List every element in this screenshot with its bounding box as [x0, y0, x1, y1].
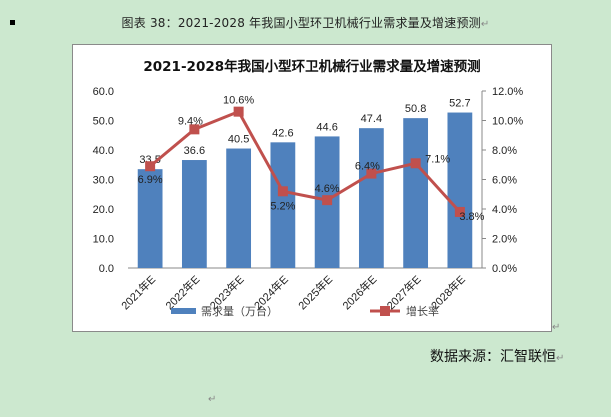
figure-caption: 图表 38：2021-2028 年我国小型环卫机械行业需求量及增速预测↵: [0, 14, 611, 31]
left-tick-label: 20.0: [93, 204, 114, 216]
line-marker[interactable]: [454, 206, 465, 217]
growth-line: [149, 109, 461, 213]
bar-value-label: 40.5: [228, 134, 249, 146]
source-text: 数据来源：汇智联恒: [430, 349, 556, 365]
line-marker[interactable]: [410, 158, 421, 169]
line-value-label: 10.6%: [223, 95, 254, 107]
line-value-label: 6.9%: [138, 174, 163, 186]
bar-value-label: 50.8: [405, 103, 426, 115]
line-marker[interactable]: [277, 186, 288, 197]
chart-plot: 0.0 10.0 20.0 30.0 40.0 50.0 60.0 0.0% 2.0% 4.0% 6…: [93, 86, 524, 318]
legend-bar-label: 需求量（万台）: [201, 304, 278, 318]
right-tick-label: 8.0%: [492, 145, 517, 157]
bar-value-label: 36.6: [184, 145, 205, 157]
bar-value-label: 52.7: [449, 98, 470, 110]
paragraph-mark: ↵: [556, 353, 565, 364]
bar-value-label: 47.4: [361, 113, 382, 125]
line-value-label: 4.6%: [315, 183, 340, 195]
right-tick-label: 2.0%: [492, 234, 517, 246]
left-tick-label: 30.0: [93, 175, 114, 187]
legend-line-label: 增长率: [406, 304, 439, 318]
line-marker[interactable]: [322, 195, 333, 206]
bar[interactable]: [403, 118, 429, 268]
bar[interactable]: [447, 112, 473, 268]
line-marker[interactable]: [366, 168, 377, 179]
caption-text: 图表 38：2021-2028 年我国小型环卫机械行业需求量及增速预测: [121, 16, 481, 30]
line-value-label: 6.4%: [355, 161, 380, 173]
x-tick-label: 2026年E: [339, 272, 379, 312]
line-marker[interactable]: [233, 106, 244, 117]
line-marker[interactable]: [145, 161, 156, 172]
x-tick-label: 2022年E: [162, 272, 202, 312]
left-tick-label: 0.0: [99, 263, 114, 275]
left-tick-label: 50.0: [93, 116, 114, 128]
bar[interactable]: [270, 142, 296, 268]
x-tick-label: 2021年E: [118, 272, 158, 312]
right-tick-label: 10.0%: [492, 116, 523, 128]
right-tick-label: 4.0%: [492, 204, 517, 216]
paragraph-mark: ↵: [480, 19, 490, 30]
data-source: 数据来源：汇智联恒↵: [430, 346, 564, 366]
legend-bar-swatch: [171, 308, 196, 314]
bar-value-label: 44.6: [316, 121, 337, 133]
bar[interactable]: [226, 148, 252, 268]
line-value-label: 9.4%: [178, 115, 203, 127]
left-tick-label: 10.0: [93, 234, 114, 246]
line-value-label: 7.1%: [425, 153, 450, 165]
line-marker[interactable]: [189, 124, 200, 135]
right-tick-label: 12.0%: [492, 86, 523, 98]
x-tick-label: 2025年E: [295, 272, 335, 312]
line-value-label: 5.2%: [270, 200, 295, 212]
right-tick-label: 0.0%: [492, 263, 517, 275]
bar-value-label: 42.6: [272, 127, 293, 139]
line-value-label: 3.8%: [459, 211, 484, 223]
bar[interactable]: [358, 128, 384, 268]
list-bullet: [10, 20, 15, 25]
left-tick-label: 60.0: [93, 86, 114, 98]
bar[interactable]: [137, 169, 163, 268]
right-tick-label: 6.0%: [492, 175, 517, 187]
paragraph-mark: ↵: [208, 394, 217, 405]
chart-frame[interactable]: 2021-2028年我国小型环卫机械行业需求量及增速预测 0.0 10.0 20.0…: [72, 44, 552, 332]
paragraph-mark: ↵: [552, 322, 561, 333]
chart-title: 2021-2028年我国小型环卫机械行业需求量及增速预测: [143, 59, 481, 75]
left-tick-label: 40.0: [93, 145, 114, 157]
bar[interactable]: [181, 160, 207, 268]
